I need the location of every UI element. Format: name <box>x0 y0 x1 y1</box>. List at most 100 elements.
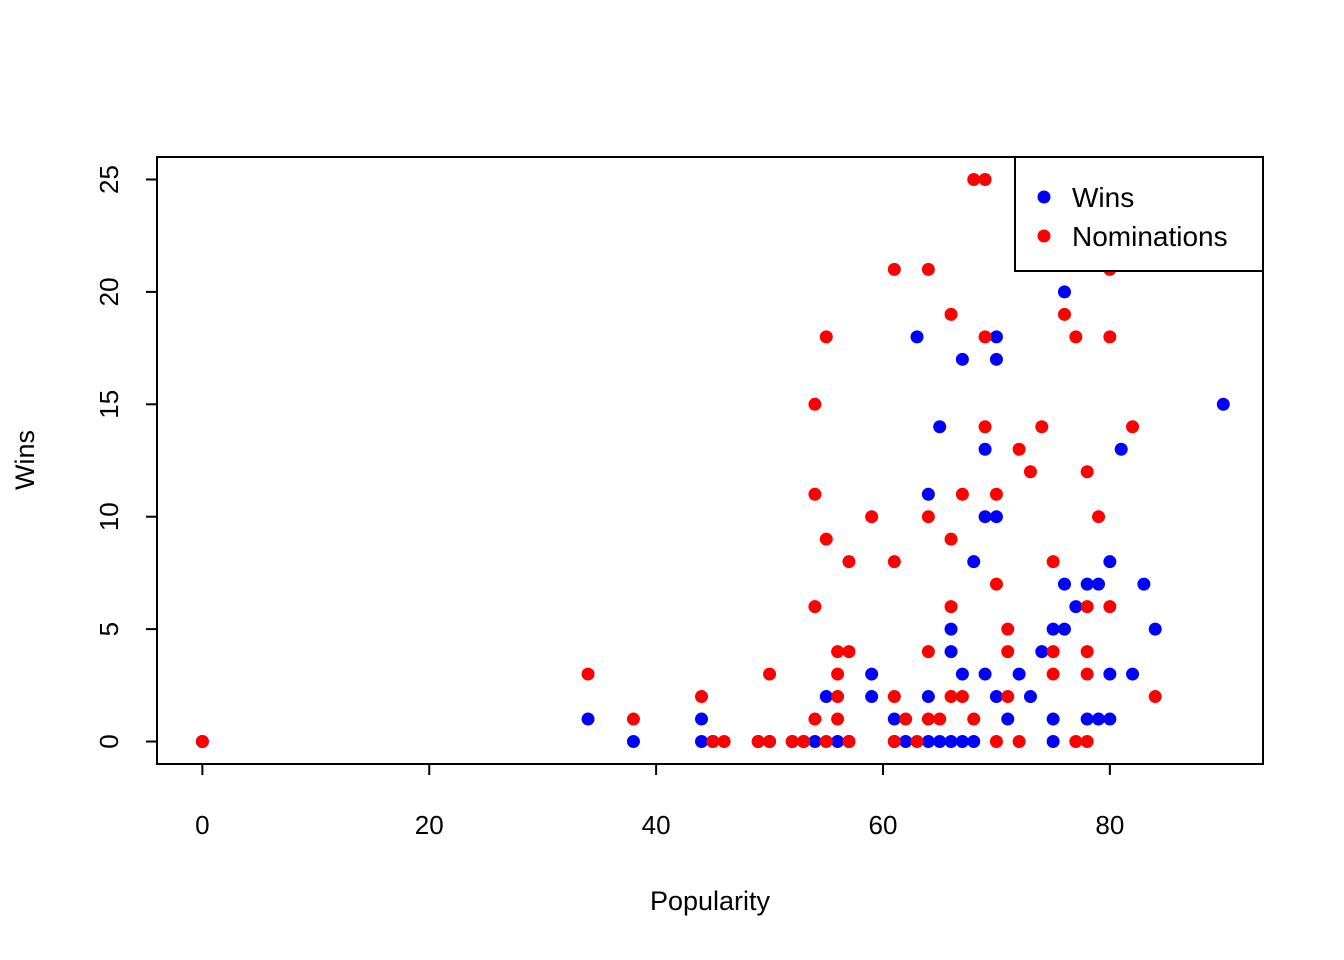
y-axis-label: Wins <box>10 430 40 490</box>
point-wins <box>1057 577 1071 591</box>
point-wins <box>1103 667 1117 681</box>
point-wins <box>819 690 833 704</box>
point-nominations <box>1080 465 1094 479</box>
point-nominations <box>1046 667 1060 681</box>
point-wins <box>1069 600 1083 614</box>
point-nominations <box>819 330 833 344</box>
point-nominations <box>887 690 901 704</box>
point-nominations <box>581 667 595 681</box>
point-wins <box>1103 555 1117 569</box>
point-wins <box>944 645 958 659</box>
point-wins <box>887 712 901 726</box>
point-nominations <box>1035 420 1049 434</box>
point-wins <box>694 735 708 749</box>
point-wins <box>1035 645 1049 659</box>
point-nominations <box>910 735 924 749</box>
point-nominations <box>195 735 209 749</box>
point-nominations <box>887 555 901 569</box>
point-nominations <box>808 712 822 726</box>
point-nominations <box>944 307 958 321</box>
point-nominations <box>819 532 833 546</box>
point-nominations <box>865 510 879 524</box>
point-wins <box>1012 667 1026 681</box>
point-wins <box>989 330 1003 344</box>
point-nominations <box>819 735 833 749</box>
point-wins <box>978 442 992 456</box>
point-wins <box>1080 577 1094 591</box>
point-nominations <box>831 712 845 726</box>
point-nominations <box>808 487 822 501</box>
point-nominations <box>1001 645 1015 659</box>
point-nominations <box>706 735 720 749</box>
point-nominations <box>1126 420 1140 434</box>
point-nominations <box>899 712 913 726</box>
point-wins <box>989 510 1003 524</box>
y-tick-label: 15 <box>94 390 124 419</box>
point-nominations <box>955 487 969 501</box>
point-nominations <box>887 735 901 749</box>
point-nominations <box>626 712 640 726</box>
point-nominations <box>751 735 765 749</box>
point-nominations <box>1069 735 1083 749</box>
y-tick-label: 5 <box>94 622 124 636</box>
point-wins <box>933 420 947 434</box>
point-wins <box>1046 712 1060 726</box>
x-tick-label: 60 <box>869 810 898 840</box>
point-wins <box>1057 622 1071 636</box>
legend-box <box>1014 156 1264 272</box>
point-wins <box>865 690 879 704</box>
point-nominations <box>887 262 901 276</box>
point-nominations <box>763 735 777 749</box>
point-wins <box>865 667 879 681</box>
point-wins <box>1092 577 1106 591</box>
point-nominations <box>1069 330 1083 344</box>
point-wins <box>694 712 708 726</box>
x-tick-label: 40 <box>642 810 671 840</box>
point-nominations <box>1080 600 1094 614</box>
legend-label-nominations: Nominations <box>1072 221 1228 252</box>
y-tick-label: 20 <box>94 277 124 306</box>
point-nominations <box>831 645 845 659</box>
point-wins <box>989 690 1003 704</box>
x-axis: 0 20 40 60 80 <box>195 763 1124 840</box>
point-nominations <box>808 600 822 614</box>
point-wins <box>1114 442 1128 456</box>
point-wins <box>944 622 958 636</box>
point-nominations <box>1057 307 1071 321</box>
point-wins <box>989 352 1003 366</box>
y-tick-label: 0 <box>94 734 124 748</box>
point-nominations <box>785 735 799 749</box>
point-wins <box>1216 397 1230 411</box>
point-wins <box>581 712 595 726</box>
point-nominations <box>1103 330 1117 344</box>
point-nominations <box>978 172 992 186</box>
point-wins <box>1023 690 1037 704</box>
point-wins <box>955 352 969 366</box>
point-nominations <box>967 712 981 726</box>
point-wins <box>978 510 992 524</box>
point-wins <box>1046 622 1060 636</box>
point-wins <box>967 555 981 569</box>
point-nominations <box>978 420 992 434</box>
y-axis: 0 5 10 15 20 25 <box>94 165 158 749</box>
point-nominations <box>967 172 981 186</box>
point-wins <box>1092 712 1106 726</box>
point-nominations <box>842 735 856 749</box>
point-nominations <box>1012 735 1026 749</box>
point-nominations <box>694 690 708 704</box>
point-wins <box>626 735 640 749</box>
point-wins <box>967 735 981 749</box>
point-nominations <box>921 262 935 276</box>
x-axis-label: Popularity <box>650 886 771 916</box>
point-nominations <box>933 712 947 726</box>
point-wins <box>955 667 969 681</box>
x-tick-label: 0 <box>195 810 209 840</box>
point-wins <box>955 735 969 749</box>
point-nominations <box>1023 465 1037 479</box>
x-tick-label: 20 <box>415 810 444 840</box>
point-nominations <box>944 600 958 614</box>
point-wins <box>933 735 947 749</box>
point-nominations <box>921 510 935 524</box>
